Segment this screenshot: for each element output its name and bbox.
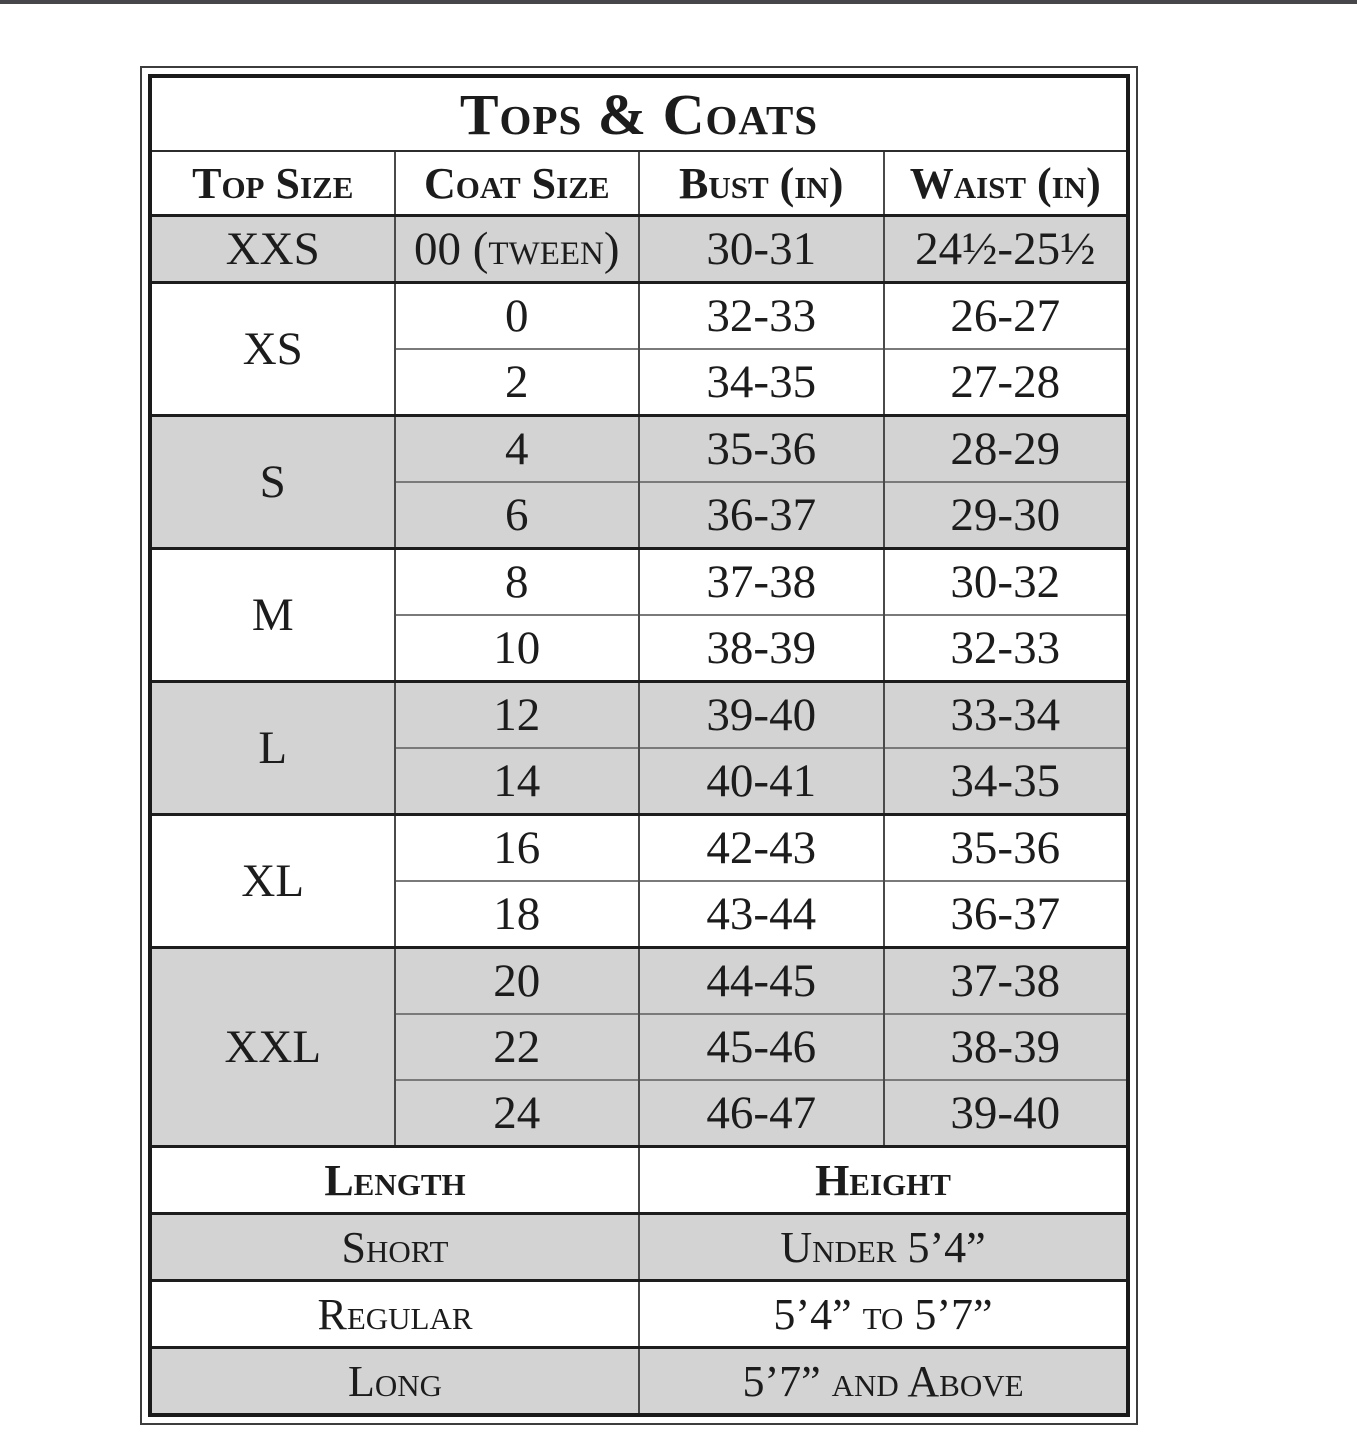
bust-cell: 35-36 [638, 414, 885, 482]
coat-size-cell: 4 [393, 414, 640, 482]
size-chart-table: Tops & Coats Top Size Coat Size Bust (in… [148, 74, 1130, 1417]
size-table-body: XXS 00 (tween) 30-31 24½-25½ XS 0 32-33 26-27 2 3… [149, 214, 1129, 1147]
waist-cell: 29-30 [882, 481, 1129, 549]
size-row: S 4 35-36 28-29 [149, 414, 1129, 549]
bust-cell: 42-43 [638, 813, 885, 881]
top-size-cell: S [149, 414, 396, 549]
size-row: XXS 00 (tween) 30-31 24½-25½ [149, 214, 1129, 283]
waist-cell: 35-36 [882, 813, 1129, 881]
waist-cell: 34-35 [882, 747, 1129, 815]
length-row: Regular 5’4” to 5’7” [149, 1279, 1129, 1348]
coat-size-cell: 6 [393, 481, 640, 549]
waist-cell: 33-34 [882, 680, 1129, 748]
length-row: Long 5’7” and Above [149, 1346, 1129, 1415]
column-header-coat-size: Coat Size [393, 151, 640, 216]
coat-size-cell: 20 [393, 946, 640, 1014]
length-row: Short Under 5’4” [149, 1212, 1129, 1281]
size-row: 6 36-37 29-30 [150, 481, 1129, 549]
size-row: XS 0 32-33 26-27 [149, 281, 1129, 416]
title-row: Tops & Coats [149, 76, 1129, 152]
size-row: 24 46-47 39-40 [150, 1079, 1129, 1147]
column-header-row: Top Size Coat Size Bust (in) Waist (in) [149, 151, 1129, 216]
coat-size-cell: 16 [393, 813, 640, 881]
size-row: 14 40-41 34-35 [150, 747, 1129, 815]
top-size-cell: M [149, 547, 396, 682]
top-size-cell: L [149, 680, 396, 815]
waist-cell: 37-38 [882, 946, 1129, 1014]
bust-cell: 46-47 [638, 1079, 885, 1147]
height-value: 5’7” and Above [638, 1346, 1129, 1415]
top-size-cell: XS [149, 281, 396, 416]
coat-size-cell: 22 [393, 1013, 640, 1080]
size-chart-head: Tops & Coats Top Size Coat Size Bust (in… [149, 76, 1129, 216]
size-row: XXL 20 44-45 37-38 [149, 946, 1129, 1147]
size-row: 22 45-46 38-39 [150, 1013, 1129, 1080]
table-title: Tops & Coats [149, 76, 1129, 152]
coat-size-cell: 10 [393, 614, 640, 682]
waist-cell: 39-40 [882, 1079, 1129, 1147]
height-value: 5’4” to 5’7” [638, 1279, 1129, 1348]
bust-cell: 36-37 [638, 481, 885, 549]
window-top-edge [0, 0, 1357, 4]
size-row: M 8 37-38 30-32 [149, 547, 1129, 682]
length-height-section: Length Height Short Under 5’4” Regular 5… [149, 1145, 1129, 1415]
coat-size-cell: 0 [393, 281, 640, 349]
height-value: Under 5’4” [638, 1212, 1129, 1281]
coat-size-cell: 18 [393, 880, 640, 948]
bust-cell: 37-38 [638, 547, 885, 615]
waist-cell: 32-33 [882, 614, 1129, 682]
bust-cell: 40-41 [638, 747, 885, 815]
bust-cell: 32-33 [638, 281, 885, 349]
height-header: Height [638, 1145, 1129, 1214]
bust-cell: 39-40 [638, 680, 885, 748]
length-value: Regular [149, 1279, 640, 1348]
size-row: 2 34-35 27-28 [150, 348, 1129, 416]
bust-cell: 43-44 [638, 880, 885, 948]
coat-size-cell: 14 [393, 747, 640, 815]
top-size-cell: XL [149, 813, 396, 948]
bust-cell: 38-39 [638, 614, 885, 682]
size-chart-frame: Tops & Coats Top Size Coat Size Bust (in… [140, 66, 1138, 1425]
bust-cell: 45-46 [638, 1013, 885, 1080]
waist-cell: 27-28 [882, 348, 1129, 416]
waist-cell: 36-37 [882, 880, 1129, 948]
size-row: 18 43-44 36-37 [150, 880, 1129, 948]
coat-size-cell: 12 [393, 680, 640, 748]
length-value: Long [149, 1346, 640, 1415]
waist-cell: 30-32 [882, 547, 1129, 615]
coat-size-cell: 00 (tween) [393, 214, 640, 283]
waist-cell: 38-39 [882, 1013, 1129, 1080]
size-row: 10 38-39 32-33 [150, 614, 1129, 682]
coat-size-cell: 24 [393, 1079, 640, 1147]
bust-cell: 30-31 [638, 214, 885, 283]
waist-cell: 24½-25½ [882, 214, 1129, 283]
top-size-cell: XXS [149, 214, 396, 283]
column-header-top-size: Top Size [149, 151, 396, 216]
top-size-cell: XXL [149, 946, 396, 1147]
size-row: L 12 39-40 33-34 [149, 680, 1129, 815]
waist-cell: 26-27 [882, 281, 1129, 349]
coat-size-cell: 2 [393, 348, 640, 416]
length-header: Length [149, 1145, 640, 1214]
bust-cell: 44-45 [638, 946, 885, 1014]
column-header-waist: Waist (in) [882, 151, 1129, 216]
length-height-header-row: Length Height [149, 1145, 1129, 1214]
size-row: XL 16 42-43 35-36 [149, 813, 1129, 948]
waist-cell: 28-29 [882, 414, 1129, 482]
coat-size-cell: 8 [393, 547, 640, 615]
bust-cell: 34-35 [638, 348, 885, 416]
column-header-bust: Bust (in) [638, 151, 885, 216]
length-value: Short [149, 1212, 640, 1281]
